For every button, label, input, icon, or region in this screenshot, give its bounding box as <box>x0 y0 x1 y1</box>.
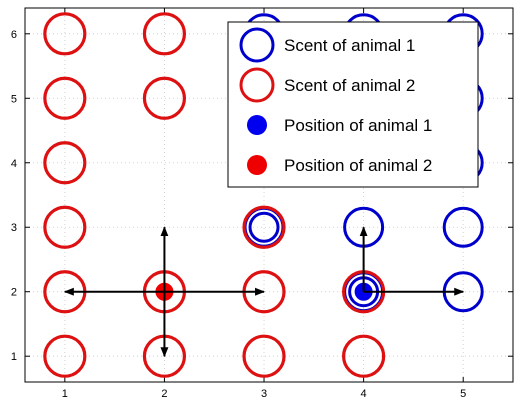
y-tick-label: 3 <box>11 222 17 234</box>
scent-marker <box>142 12 187 56</box>
scent-marker-overlap <box>248 211 280 243</box>
legend-marker-filled <box>247 155 267 175</box>
tick-labels: 1 2 3 4 5 1 2 3 4 5 6 <box>11 29 466 400</box>
scent-marker <box>43 12 87 56</box>
x-tick-label: 1 <box>62 388 68 400</box>
scent-marker <box>43 141 87 185</box>
scent-marker <box>242 334 286 378</box>
legend-marker-filled <box>247 115 267 135</box>
legend-label: Position of animal 2 <box>284 156 432 175</box>
movement-arrows <box>63 226 465 358</box>
legend-box <box>227 21 479 188</box>
x-tick-label: 5 <box>460 388 466 400</box>
plot-frame <box>24 7 514 383</box>
y-tick-label: 4 <box>11 158 17 170</box>
ticks <box>25 8 513 382</box>
legend-marker-open <box>239 27 275 63</box>
x-tick-label: 3 <box>261 388 267 400</box>
scent-marker <box>43 334 87 378</box>
legend: Scent of animal 1 Scent of animal 2 Positi… <box>227 21 479 188</box>
scent-marker <box>342 334 386 378</box>
scent-marker <box>442 206 484 248</box>
scent-marker <box>142 76 187 120</box>
x-tick-label: 4 <box>361 388 367 400</box>
legend-label: Scent of animal 1 <box>284 36 415 55</box>
legend-label: Scent of animal 2 <box>284 76 415 95</box>
scent-marker <box>242 205 286 249</box>
legend-label: Position of animal 1 <box>284 116 432 135</box>
scent-marker <box>43 205 87 249</box>
legend-marker-open <box>239 67 275 103</box>
x-tick-label: 2 <box>161 388 167 400</box>
y-tick-label: 1 <box>11 351 17 363</box>
y-tick-label: 5 <box>11 93 17 105</box>
y-tick-label: 2 <box>11 287 17 299</box>
y-tick-label: 6 <box>11 29 17 41</box>
scent-marker <box>43 76 87 120</box>
